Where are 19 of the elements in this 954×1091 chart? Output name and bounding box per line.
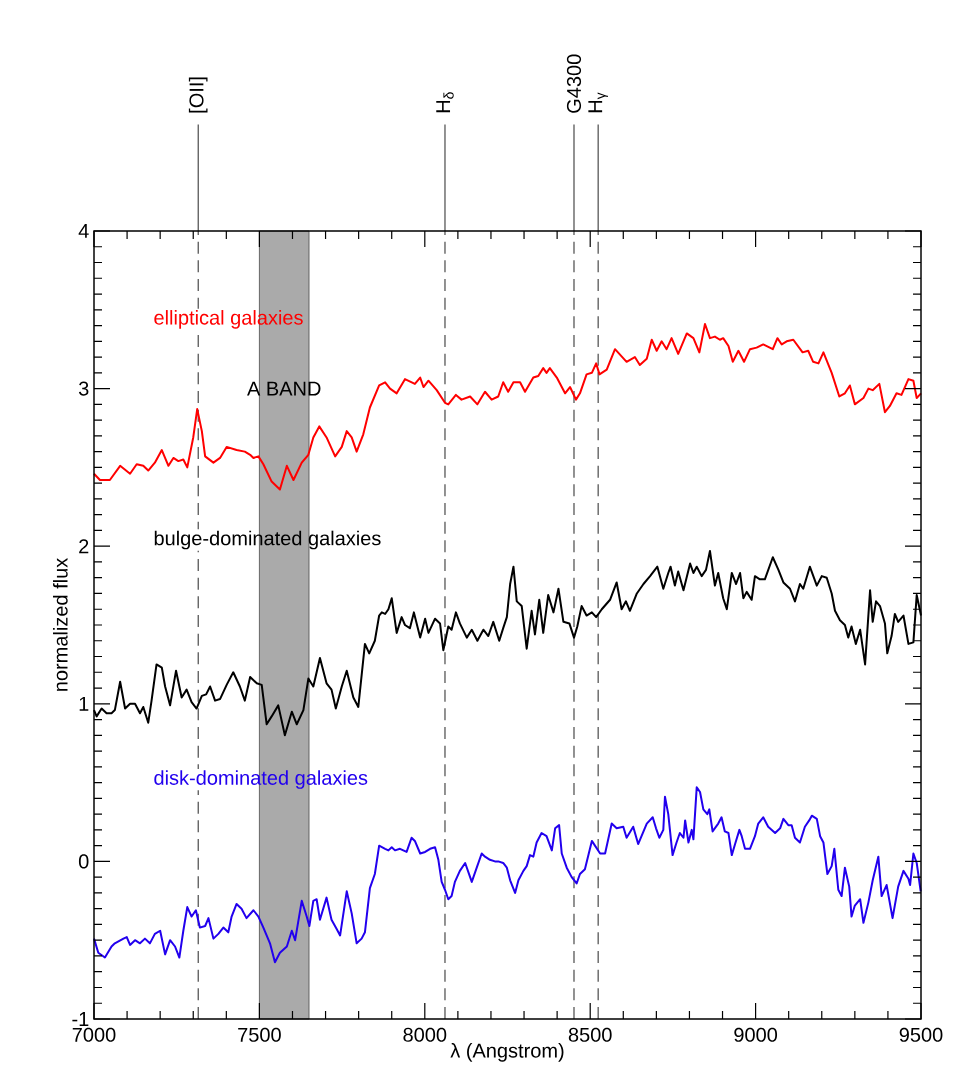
x-axis-title: λ (Angstrom)	[450, 1043, 564, 1062]
y-tick-label: 4	[78, 224, 89, 238]
text: elliptical galaxies	[154, 310, 303, 329]
ref-line-label: [OII]	[188, 77, 208, 113]
y-tick-label: 2	[79, 539, 89, 554]
x-tick-label: 9500	[899, 1027, 943, 1042]
ref-line-label: H$_{γ}$	[588, 92, 608, 113]
x-tick-label: 8500	[568, 1027, 612, 1042]
y-tick-label: 0	[78, 854, 89, 869]
x-tick-label: 7500	[238, 1027, 281, 1042]
y-tick-label: 1	[79, 696, 89, 711]
y-axis-title: normalized flux	[53, 558, 68, 691]
ref-line-label: G4300	[566, 54, 582, 113]
x-tick-label: 8000	[403, 1027, 447, 1042]
x-tick-label: 9000	[734, 1027, 778, 1042]
ref-line-label: H$_{δ}$	[436, 92, 454, 113]
y-tick-label: -1	[72, 1012, 89, 1026]
y-tick-label: 3	[78, 381, 89, 396]
x-tick-label: 7000	[72, 1027, 116, 1042]
